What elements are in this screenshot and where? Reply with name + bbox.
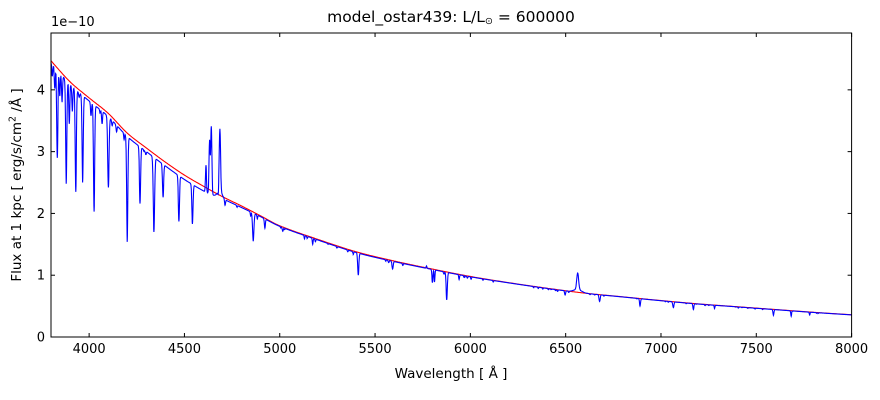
x-tick-label: 5000 [263, 342, 296, 357]
x-tick-label: 7500 [740, 342, 773, 357]
x-tick-label: 6500 [549, 342, 582, 357]
plot-title: model_ostar439: L/L⊙ = 600000 [327, 8, 575, 27]
plot-title-text: model_ostar439: L/L [327, 8, 485, 26]
y-tick-label: 4 [37, 83, 45, 98]
x-tick-label: 8000 [835, 342, 868, 357]
continuum-line-red [51, 60, 852, 316]
axes-frame [50, 32, 853, 338]
sun-symbol: ⊙ [484, 15, 493, 27]
x-tick-labels: 4000 4500 5000 5500 6000 6500 7000 7500 8000 [73, 342, 869, 357]
y-tick-label: 1 [37, 269, 45, 284]
y-tick-label: 3 [37, 145, 45, 160]
plot-title-value: = 600000 [492, 8, 575, 26]
y-axis-label: Flux at 1 kpc [ erg/s/cm2 /Å ] [7, 88, 25, 282]
x-axis-label: Wavelength [ Å ] [394, 366, 508, 382]
y-tick-label: 0 [37, 331, 45, 346]
x-tick-label: 5500 [359, 342, 392, 357]
y-tick-label: 2 [37, 207, 45, 222]
y-axis-offset-text: 1e−10 [51, 15, 95, 30]
tick-marks [51, 33, 853, 338]
x-tick-label: 4500 [168, 342, 201, 357]
squared-superscript: 2 [7, 115, 19, 123]
spectrum-line-blue [51, 62, 852, 319]
x-tick-label: 4000 [73, 342, 106, 357]
y-tick-labels: 0 1 2 3 4 [37, 83, 45, 345]
x-tick-label: 7000 [644, 342, 677, 357]
x-tick-label: 6000 [454, 342, 487, 357]
